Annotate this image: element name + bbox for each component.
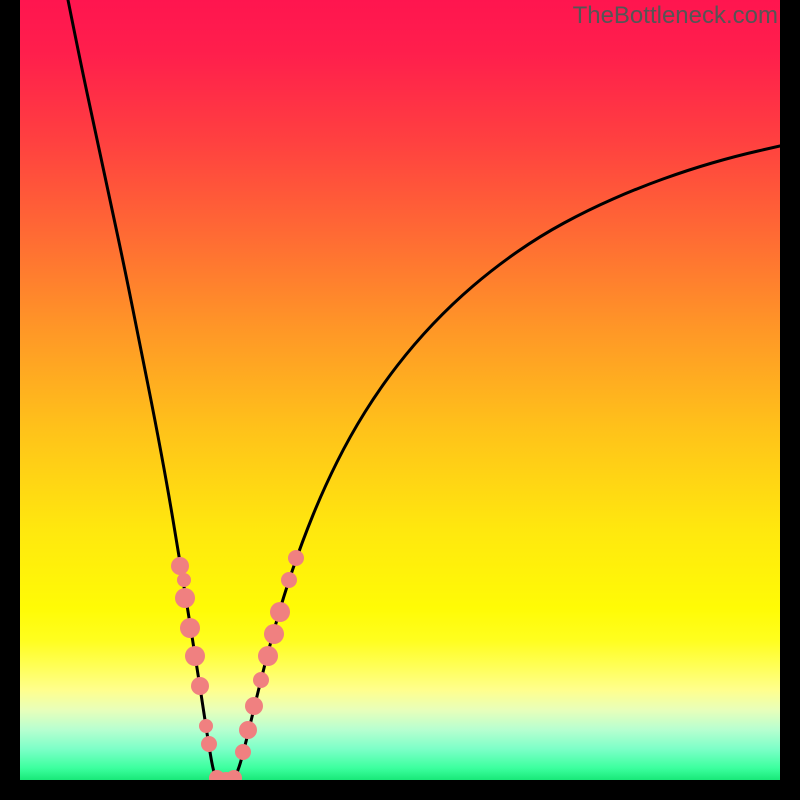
data-marker (235, 744, 251, 760)
data-marker (180, 618, 200, 638)
plot-area (20, 0, 780, 780)
data-marker (171, 557, 189, 575)
watermark-text: TheBottleneck.com (573, 2, 778, 30)
data-marker (270, 602, 290, 622)
data-marker (201, 736, 217, 752)
marker-group (171, 550, 304, 780)
data-marker (258, 646, 278, 666)
data-marker (226, 770, 242, 780)
data-marker (288, 550, 304, 566)
curve-layer (20, 0, 780, 780)
data-marker (281, 572, 297, 588)
data-marker (264, 624, 284, 644)
data-marker (177, 573, 191, 587)
data-marker (175, 588, 195, 608)
data-marker (199, 719, 213, 733)
data-marker (185, 646, 205, 666)
chart-frame: TheBottleneck.com (0, 0, 800, 800)
bottleneck-curve (68, 0, 780, 780)
data-marker (245, 697, 263, 715)
data-marker (239, 721, 257, 739)
data-marker (191, 677, 209, 695)
data-marker (253, 672, 269, 688)
